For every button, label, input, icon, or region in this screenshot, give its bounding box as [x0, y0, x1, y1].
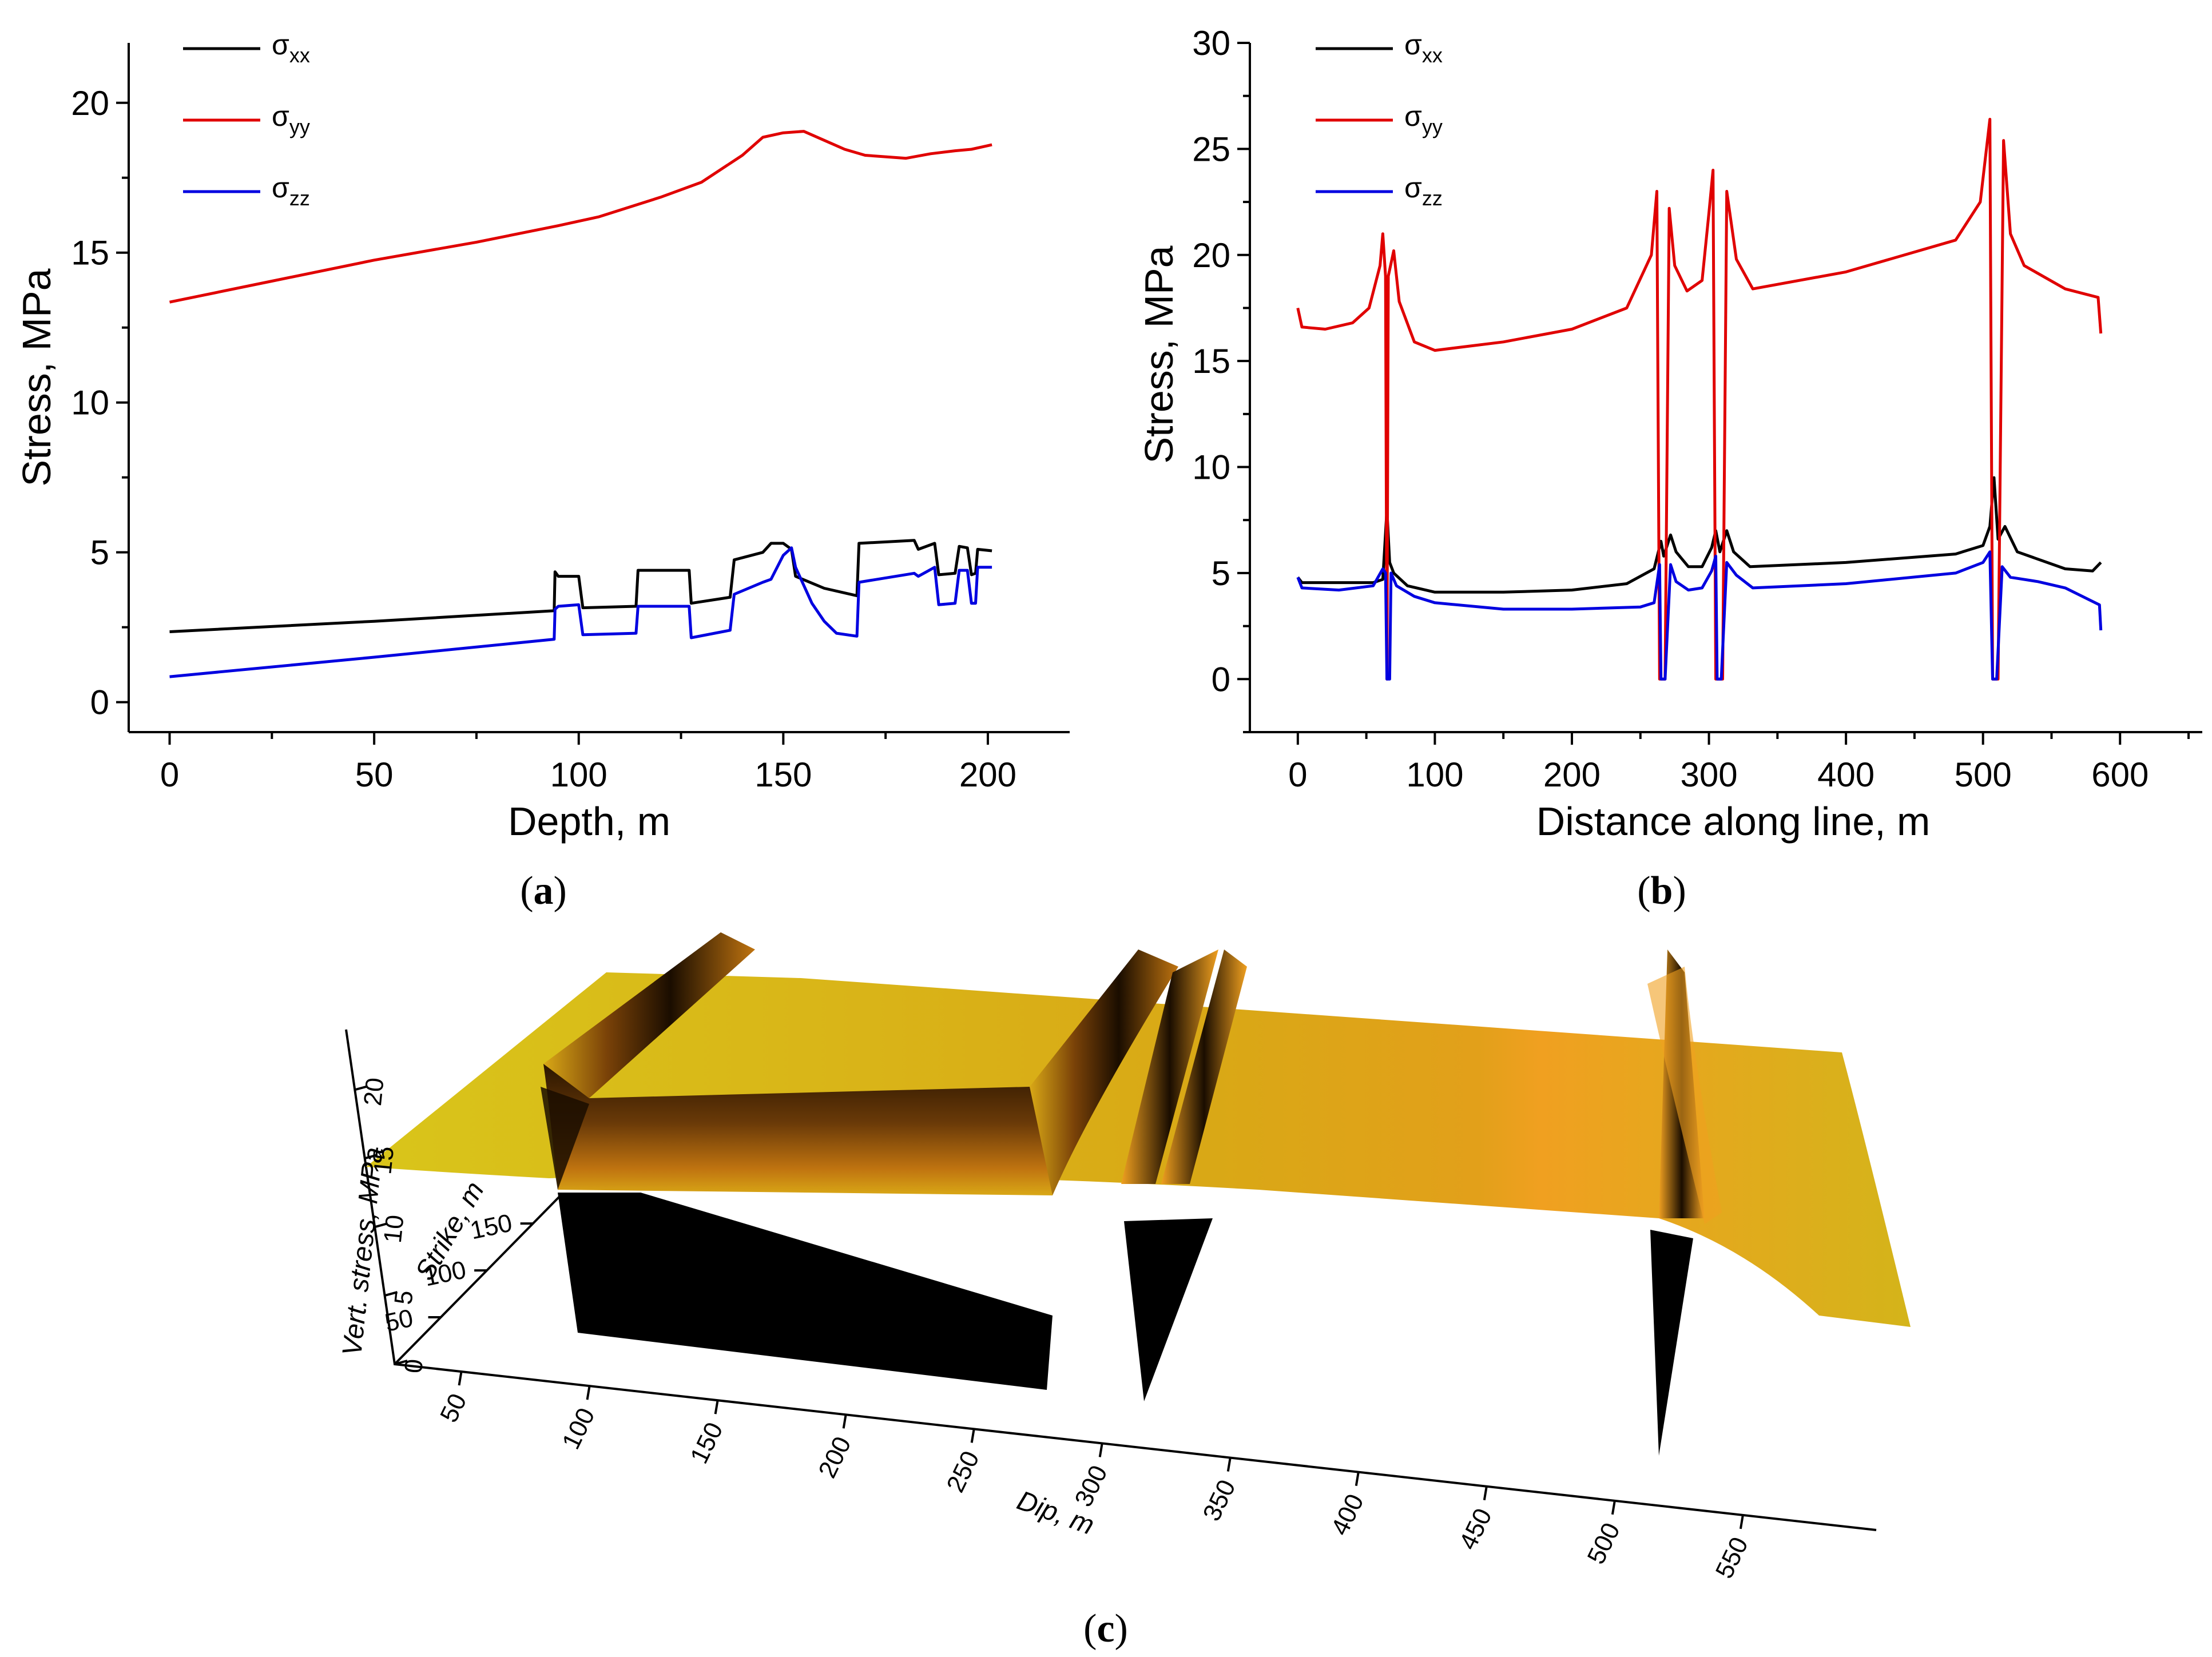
- panel-c-dip-tick: [458, 1371, 463, 1386]
- panel-a-y-axis-title: Stress, MPa: [14, 268, 59, 486]
- b-x-tick-label: 100: [1406, 756, 1463, 794]
- panel-c-dip-tick: [1226, 1457, 1232, 1472]
- b-x-tick-label: 500: [1955, 756, 2012, 794]
- panel-c-dip-tick-label: 50: [435, 1389, 472, 1426]
- panel-b-line-chart: 0 100 200 300 400 500 600 0 5 10 15 20 25 30 Distance…: [1137, 24, 2202, 913]
- panel-c-z-tick: [354, 1085, 368, 1091]
- panel-c-dip-tick: [1355, 1472, 1360, 1486]
- panel-c-dip-tick: [586, 1385, 591, 1400]
- panel-c-dip-tick: [1611, 1500, 1616, 1515]
- panel-c-dip-tick: [970, 1429, 975, 1443]
- panel-c-shadow-block-2: [1124, 1218, 1213, 1401]
- panel-c-z-tick: [364, 1154, 378, 1160]
- a-x-tick-label: 100: [550, 756, 607, 794]
- b-legend-label-yy: σyy: [1404, 100, 1443, 138]
- panel-c-z-axis-title: Vert. stress, MPa: [337, 1146, 389, 1357]
- panel-c-z-tick: [374, 1222, 388, 1229]
- panel-c-ridge-corner: [541, 1087, 589, 1190]
- panel-b-x-axis-title: Distance along line, m: [1536, 799, 1931, 844]
- b-series-zz: [1296, 550, 2103, 681]
- panel-c-ridge-front: [543, 1064, 1053, 1195]
- panel-c-dip-tick-label: 300: [1069, 1461, 1113, 1511]
- b-y-tick-label: 5: [1212, 554, 1230, 593]
- panel-c-dip-tick-label: 400: [1326, 1490, 1369, 1540]
- panel-c-z-tick: [394, 1360, 408, 1365]
- panel-c-shadow-block-3: [1650, 1230, 1693, 1456]
- panel-c-dip-tick: [842, 1414, 847, 1429]
- b-x-tick-label: 0: [1288, 756, 1307, 794]
- b-y-tick-label: 30: [1192, 24, 1230, 62]
- panel-c-ridge-narrow-1: [1121, 949, 1218, 1184]
- b-series-xx: [1296, 476, 2102, 594]
- b-y-tick-label: 20: [1192, 236, 1230, 275]
- panel-c-ridge-narrow-2: [1161, 949, 1247, 1184]
- panel-c-label: (c): [1083, 1607, 1128, 1651]
- panel-a-line-chart: 0 50 100 150 200 0 5 10 15 20 Depth, m Stress, MP…: [14, 29, 1070, 913]
- b-x-tick-label: 600: [2091, 756, 2149, 794]
- panel-c-z-tick-label: 5: [390, 1289, 419, 1306]
- b-legend-label-zz: σzz: [1404, 172, 1443, 210]
- a-x-tick-label: 50: [355, 756, 394, 794]
- panel-b-y-axis-title: Stress, MPa: [1137, 245, 1181, 463]
- panel-a-x-axis-title: Depth, m: [508, 799, 670, 844]
- a-legend-label-xx: σxx: [272, 29, 310, 67]
- panel-c-dip-tick-label: 550: [1710, 1533, 1754, 1583]
- panel-c-z-tick-label: 20: [359, 1076, 390, 1107]
- a-y-tick-label: 5: [90, 534, 109, 572]
- a-series-yy: [169, 130, 992, 304]
- panel-c-dip-tick-label: 150: [685, 1418, 728, 1468]
- panel-c-z-tick: [384, 1291, 398, 1297]
- panel-a-label: (a): [520, 869, 567, 913]
- panel-c-dip-tick: [1739, 1515, 1744, 1529]
- a-legend-label-zz: σzz: [272, 172, 310, 210]
- panel-c-dip-tick: [714, 1400, 719, 1414]
- b-y-tick-label: 0: [1212, 660, 1230, 698]
- panel-c-z-tick-label: 0: [399, 1358, 428, 1374]
- a-y-tick-label: 20: [71, 84, 109, 122]
- panel-c-ridge-left: [543, 932, 755, 1098]
- b-y-tick-label: 10: [1192, 448, 1230, 487]
- panel-c-dip-tick-label: 200: [813, 1432, 856, 1482]
- panel-a-series: [169, 130, 992, 678]
- panel-c-z-tick-label: 10: [379, 1214, 410, 1245]
- panel-b-series: [1296, 118, 2103, 681]
- b-series-yy: [1296, 118, 2103, 681]
- b-x-tick-label: 300: [1680, 756, 1737, 794]
- panel-c-strike-tick-label: 50: [383, 1304, 416, 1337]
- a-x-tick-label: 200: [959, 756, 1016, 794]
- a-x-tick-label: 150: [754, 756, 812, 794]
- a-y-tick-label: 15: [71, 234, 109, 272]
- panel-c-dip-tick: [1098, 1443, 1103, 1457]
- a-legend-label-yy: σyy: [272, 100, 310, 138]
- a-series-xx: [169, 539, 992, 633]
- panel-a-legend: σxx σyy σzz: [183, 29, 310, 210]
- panel-c-dip-tick-label: 450: [1454, 1504, 1498, 1554]
- b-x-tick-label: 200: [1543, 756, 1601, 794]
- panel-c-dip-tick-label: 500: [1582, 1519, 1626, 1568]
- b-legend-label-xx: σxx: [1404, 29, 1443, 67]
- panel-a-axes: 0 50 100 150 200 0 5 10 15 20: [71, 43, 1070, 794]
- a-series-zz: [169, 546, 992, 678]
- a-y-tick-label: 10: [71, 384, 109, 422]
- panel-c-ridge-far-glow: [1647, 967, 1722, 1224]
- panel-c-dip-tick-label: 250: [941, 1447, 984, 1496]
- panel-c-shadow-block-1: [558, 1193, 1053, 1390]
- panel-c-dip-tick-label: 350: [1198, 1475, 1241, 1525]
- panel-c-dip-tick-label: 100: [557, 1404, 600, 1453]
- b-y-tick-label: 15: [1192, 342, 1230, 380]
- panel-b-label: (b): [1637, 869, 1686, 913]
- panel-c-dip-tick: [1483, 1486, 1488, 1501]
- panel-c-z-tick-label: 15: [368, 1145, 399, 1176]
- panel-b-legend: σxx σyy σzz: [1316, 29, 1443, 210]
- b-x-tick-label: 400: [1817, 756, 1875, 794]
- a-y-tick-label: 0: [90, 684, 109, 722]
- panel-b-axes: 0 100 200 300 400 500 600 0 5 10 15 20 25 30: [1192, 24, 2202, 794]
- panel-c-ridge-right: [1030, 949, 1178, 1195]
- b-y-tick-label: 25: [1192, 130, 1230, 168]
- a-x-tick-label: 0: [160, 756, 179, 794]
